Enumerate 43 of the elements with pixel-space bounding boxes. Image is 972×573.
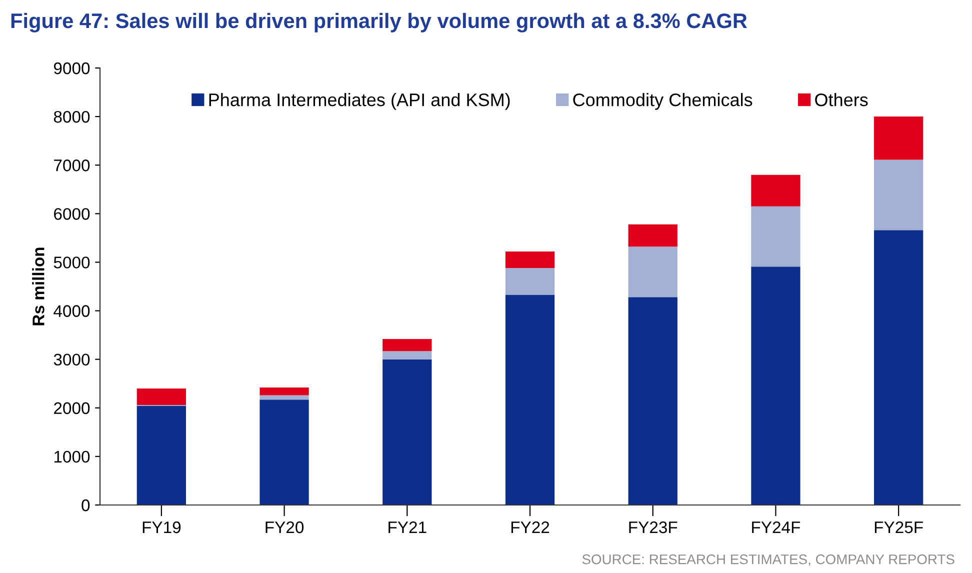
y-tick-label: 9000 bbox=[54, 62, 90, 74]
legend-label: Others bbox=[815, 92, 868, 106]
bar bbox=[751, 266, 800, 505]
y-tick-label: 7000 bbox=[54, 160, 90, 172]
bar bbox=[382, 338, 432, 352]
bar bbox=[136, 406, 186, 505]
bar bbox=[260, 387, 309, 396]
y-tick-label: 5000 bbox=[54, 256, 90, 268]
bar bbox=[505, 294, 555, 505]
y-tick-label: 3000 bbox=[54, 354, 90, 366]
bar bbox=[751, 174, 800, 206]
bar bbox=[382, 359, 432, 505]
chart-title: Figure 47: Sales will be driven primarily by volume growth at a 8.3% CAGR bbox=[11, 12, 748, 32]
bar bbox=[874, 160, 924, 230]
y-axis-title: Rs million bbox=[32, 248, 44, 326]
y-tick-label: 6000 bbox=[54, 208, 90, 220]
x-tick-label: FY22 bbox=[511, 521, 550, 534]
x-tick-label: FY21 bbox=[388, 521, 426, 534]
bar bbox=[874, 116, 924, 160]
y-tick-label: 8000 bbox=[54, 110, 90, 123]
y-tick-label: 0 bbox=[82, 499, 90, 512]
y-tick-label: 4000 bbox=[54, 305, 90, 317]
bar bbox=[505, 268, 555, 295]
x-tick-label: FY23F bbox=[629, 521, 678, 534]
bar bbox=[382, 351, 432, 360]
bar bbox=[628, 224, 678, 247]
bar bbox=[874, 230, 924, 505]
x-tick-label: FY20 bbox=[266, 521, 304, 534]
legend-label: Pharma Intermediates (API and KSM) bbox=[209, 92, 510, 110]
legend-label: Commodity Chemicals bbox=[573, 92, 752, 110]
bar bbox=[628, 297, 678, 505]
bar bbox=[628, 246, 678, 298]
y-tick-label: 1000 bbox=[54, 450, 90, 463]
bar bbox=[136, 388, 186, 405]
x-tick-label: FY19 bbox=[142, 521, 181, 534]
y-tick-label: 2000 bbox=[54, 402, 90, 414]
bar bbox=[260, 395, 309, 400]
bar bbox=[751, 206, 800, 267]
x-tick-label: FY24F bbox=[752, 521, 800, 534]
x-tick-label: FY25F bbox=[874, 521, 923, 534]
bar bbox=[260, 400, 309, 505]
bar bbox=[505, 252, 555, 268]
source-note: SOURCE: RESEARCH ESTIMATES, COMPANY REPORTS bbox=[582, 554, 954, 566]
